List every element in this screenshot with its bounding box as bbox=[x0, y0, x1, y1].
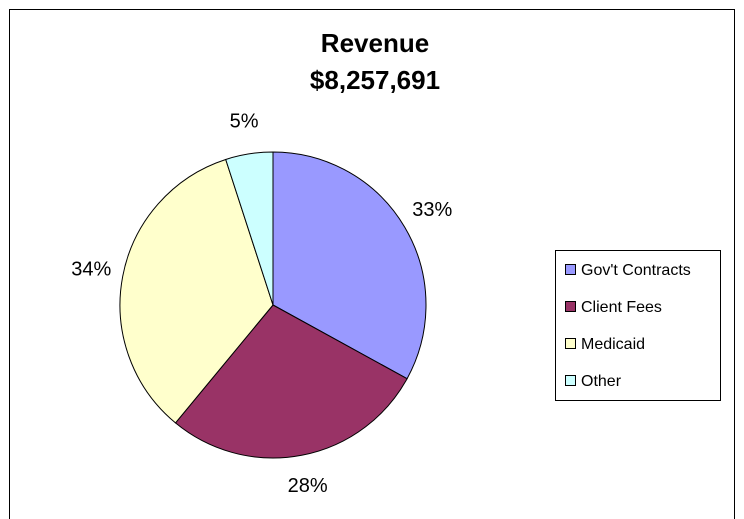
pie-slice bbox=[225, 151, 274, 306]
chart-subtitle: $8,257,691 bbox=[310, 65, 440, 95]
chart-title: Revenue bbox=[321, 28, 429, 58]
legend-swatch bbox=[565, 375, 576, 386]
data-label: 28% bbox=[288, 475, 328, 497]
legend-label: Gov't Contracts bbox=[581, 262, 691, 279]
data-label: 33% bbox=[412, 199, 452, 221]
legend-label: Other bbox=[581, 373, 622, 390]
legend-swatch bbox=[565, 301, 576, 312]
legend-box bbox=[555, 250, 721, 401]
data-label: 5% bbox=[230, 111, 259, 133]
pie-slice bbox=[174, 304, 408, 459]
legend-swatch bbox=[565, 338, 576, 349]
pie-slice bbox=[119, 158, 274, 424]
legend-swatch bbox=[565, 264, 576, 275]
data-label: 34% bbox=[71, 259, 111, 281]
legend-label: Medicaid bbox=[581, 336, 645, 353]
legend-label: Client Fees bbox=[581, 299, 662, 316]
pie-slice bbox=[272, 151, 427, 380]
